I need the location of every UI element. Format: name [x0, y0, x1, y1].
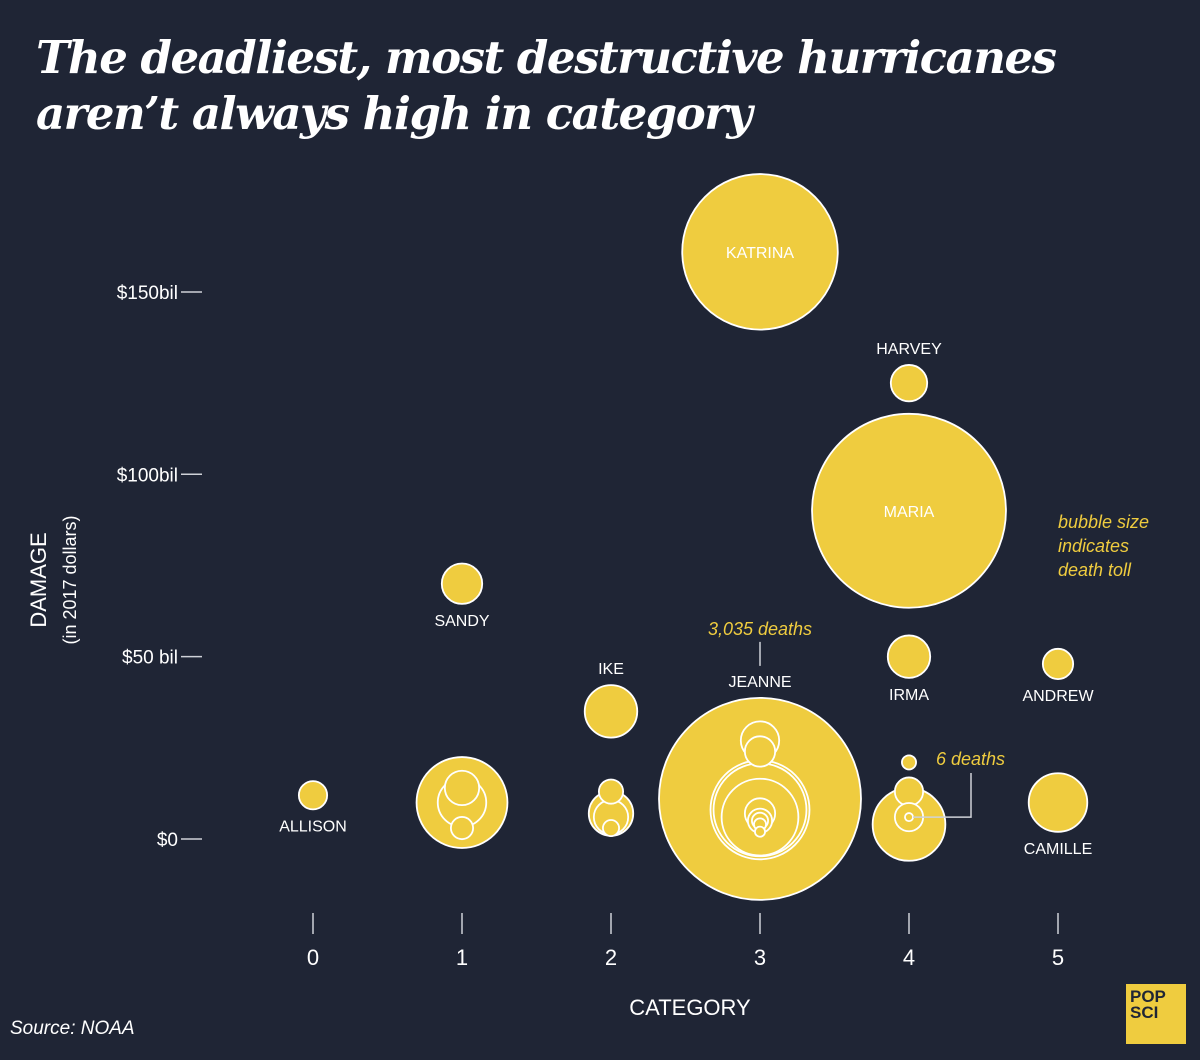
y-tick-label: $150bil [117, 283, 178, 304]
y-tick-label: $0 [157, 830, 178, 851]
bubble-label-sandy: SANDY [434, 613, 489, 630]
bubbles [297, 173, 1089, 901]
bubble [597, 778, 625, 805]
logo-line-1: POP [1130, 987, 1166, 1006]
source-note: Source: NOAA [10, 1018, 135, 1039]
y-tick-label: $100bil [117, 465, 178, 486]
y-axis-subtitle: (in 2017 dollars) [60, 515, 80, 644]
bubble-label-katrina: KATRINA [726, 245, 794, 262]
bubble-andrew [1041, 647, 1075, 680]
x-axis: 0 1 2 3 4 5 [307, 913, 1064, 970]
bubble-label-harvey: HARVEY [876, 341, 942, 358]
bubble-ike [583, 684, 639, 739]
bubble-label-jeanne: JEANNE [728, 674, 791, 691]
size-legend-note: bubble size [1058, 512, 1149, 532]
bubble-irma [886, 634, 932, 679]
bubble [901, 754, 917, 771]
bubble-labels: KATRINA HARVEY MARIA SANDY IRMA ANDREW IKE ALLI… [279, 245, 1094, 858]
bubble-allison [297, 780, 329, 811]
bubble-label-ike: IKE [598, 661, 624, 678]
bubble-harvey [889, 364, 929, 403]
bubble-label-allison: ALLISON [279, 818, 347, 835]
chart-title: The deadliest, most destructive hurrican… [36, 31, 1057, 140]
bubble [904, 812, 914, 823]
x-tick-label: 5 [1052, 945, 1064, 970]
x-tick-label: 4 [903, 945, 915, 970]
y-axis-title: DAMAGE [26, 532, 51, 627]
annotation-six-deaths: 6 deaths [936, 749, 1005, 769]
size-legend-note: indicates [1058, 536, 1129, 556]
y-tick-label: $50 bil [122, 648, 178, 669]
bubble [443, 769, 481, 807]
x-tick-label: 1 [456, 945, 468, 970]
bubble-camille [1027, 772, 1089, 833]
logo-line-2: SCI [1130, 1003, 1159, 1022]
bubble [743, 735, 777, 768]
size-legend-note: death toll [1058, 560, 1132, 580]
bubble-label-irma: IRMA [889, 687, 929, 704]
bubble [602, 819, 620, 838]
bubble-maria [811, 412, 1007, 609]
bubble [893, 776, 925, 807]
bubble [754, 825, 766, 838]
annotation-leader-line [913, 773, 972, 818]
annotations: 3,035 deaths 6 deaths bubble size indicates… [708, 512, 1149, 818]
popsci-logo: POP SCI [1126, 984, 1186, 1044]
bubble-label-andrew: ANDREW [1022, 688, 1094, 705]
bubble-label-maria: MARIA [884, 504, 935, 521]
bubble-label-camille: CAMILLE [1024, 841, 1092, 858]
x-tick-label: 2 [605, 945, 617, 970]
x-tick-label: 0 [307, 945, 319, 970]
x-tick-label: 3 [754, 945, 766, 970]
x-axis-title: CATEGORY [629, 995, 751, 1020]
y-axis: $0 $50 bil $100bil $150bil [117, 283, 202, 851]
bubble-katrina [681, 173, 839, 331]
bubble-sandy [440, 562, 484, 605]
annotation-jeanne-deaths: 3,035 deaths [708, 619, 812, 639]
bubble [449, 816, 475, 841]
